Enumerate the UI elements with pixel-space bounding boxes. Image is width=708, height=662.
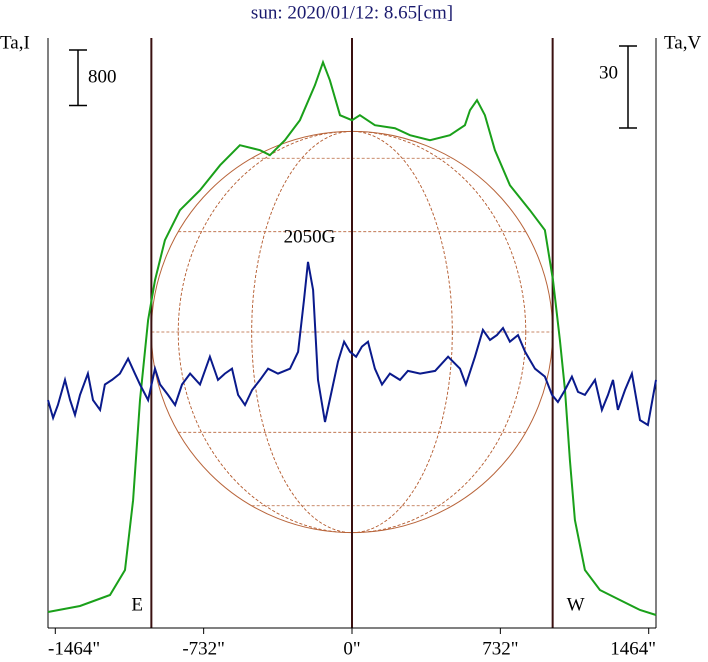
x-tick-label: 732" [482,638,518,659]
scale-bar-right-label: 30 [599,62,618,83]
y2-axis-label: Ta,V [664,32,701,53]
annotation-east: E [131,594,143,615]
annotation-west: W [567,594,585,615]
chart-title: sun: 2020/01/12: 8.65[cm] [251,2,453,23]
x-tick-label: 1464" [610,638,656,659]
x-tick-label: 0" [343,638,360,659]
annotation-field: 2050G [284,226,336,247]
x-tick-label: -732" [182,638,225,659]
y-axis-label: Ta,I [0,32,30,53]
line-v [47,261,657,427]
x-tick-label: -1464" [48,638,100,659]
line-i [47,59,657,616]
scale-bar-left-label: 800 [88,66,117,87]
